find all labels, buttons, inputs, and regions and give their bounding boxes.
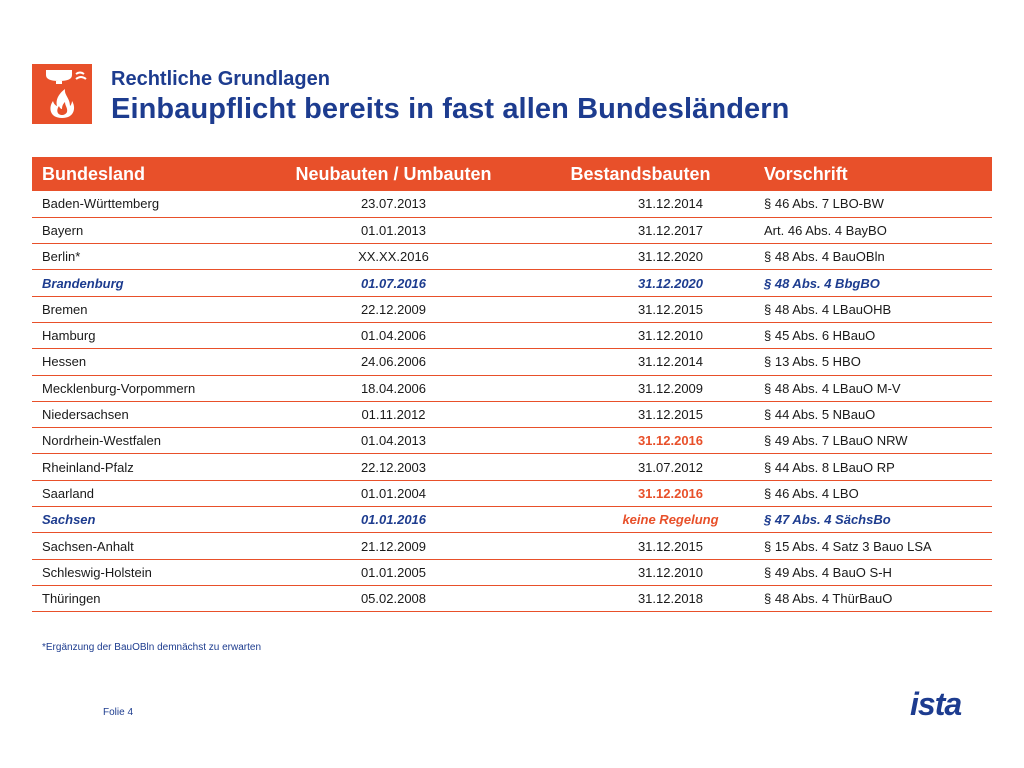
cell-vorschrift: § 44 Abs. 8 LBauO RP (764, 459, 895, 475)
table-header: Bundesland Neubauten / Umbauten Bestands… (32, 157, 992, 191)
cell-neubauten: 22.12.2003 (360, 459, 427, 475)
cell-vorschrift: § 49 Abs. 7 LBauO NRW (764, 433, 908, 449)
cell-bundesland: Sachsen (42, 512, 96, 528)
table-row: Schleswig-Holstein 01.01.2005 31.12.2010 § … (32, 559, 992, 586)
cell-neubauten: XX.XX.2016 (358, 249, 429, 265)
table-row: Hamburg 01.04.2006 31.12.2010 § 45 Abs. 6 H… (32, 322, 992, 349)
cell-vorschrift: § 15 Abs. 4 Satz 3 Bauo LSA (764, 538, 932, 554)
cell-bestandsbauten: keine Regelung (622, 512, 719, 528)
page-title: Einbaupflicht bereits in fast allen Bund… (111, 93, 790, 125)
footnote: *Ergänzung der BauOBln demnächst zu erwa… (42, 642, 262, 653)
cell-neubauten: 01.07.2016 (360, 275, 427, 291)
table-body: Baden-Württemberg 23.07.2013 31.12.2014 § 4… (32, 191, 992, 612)
table-row: Niedersachsen 01.11.2012 31.12.2015 § 44 Ab… (32, 401, 992, 428)
cell-bundesland: Nordrhein-Westfalen (42, 433, 161, 449)
cell-neubauten: 21.12.2009 (360, 538, 427, 554)
cell-bundesland: Brandenburg (42, 275, 124, 291)
cell-neubauten: 23.07.2013 (360, 196, 427, 212)
table-row: Sachsen-Anhalt 21.12.2009 31.12.2015 § 15 A… (32, 533, 992, 560)
cell-neubauten: 01.01.2016 (360, 512, 427, 528)
cell-vorschrift: § 48 Abs. 4 LBauOHB (764, 301, 892, 317)
cell-neubauten: 01.01.2013 (360, 222, 427, 238)
cell-bestandsbauten: 31.12.2016 (637, 433, 704, 449)
cell-bundesland: Schleswig-Holstein (42, 564, 152, 580)
cell-neubauten: 22.12.2009 (360, 301, 427, 317)
cell-neubauten: 24.06.2006 (360, 354, 427, 370)
column-header-neubauten: Neubauten / Umbauten (295, 163, 492, 184)
slide-number: Folie 4 (103, 707, 134, 718)
table-row: Hessen 24.06.2006 31.12.2014 § 13 Abs. 5 HB… (32, 349, 992, 376)
column-header-bundesland: Bundesland (42, 163, 146, 184)
cell-bestandsbauten: 31.12.2015 (637, 538, 704, 554)
smoke-detector-fire-icon (46, 70, 87, 118)
cell-bundesland: Mecklenburg-Vorpommern (42, 380, 196, 396)
cell-bestandsbauten: 31.12.2014 (637, 354, 704, 370)
table-row: Mecklenburg-Vorpommern 18.04.2006 31.12.20… (32, 375, 992, 402)
table-row: Bremen 22.12.2009 31.12.2015 § 48 Abs. 4 LB… (32, 296, 992, 323)
section-subtitle: Rechtliche Grundlagen (111, 68, 330, 90)
table-row: Baden-Württemberg 23.07.2013 31.12.2014 § 4… (32, 191, 992, 218)
cell-bestandsbauten: 31.12.2020 (637, 249, 704, 265)
header-logo (32, 64, 92, 124)
cell-bestandsbauten: 31.12.2010 (637, 564, 704, 580)
cell-vorschrift: § 44 Abs. 5 NBauO (764, 407, 876, 423)
cell-neubauten: 01.11.2012 (361, 407, 426, 423)
cell-bundesland: Hamburg (42, 328, 96, 344)
cell-bestandsbauten: 31.12.2015 (637, 301, 704, 317)
cell-neubauten: 01.01.2005 (360, 564, 427, 580)
cell-bestandsbauten: 31.12.2018 (637, 591, 704, 607)
cell-bundesland: Hessen (42, 354, 87, 370)
table-row: Thüringen 05.02.2008 31.12.2018 § 48 Abs. 4… (32, 585, 992, 612)
table-row: Bayern 01.01.2013 31.12.2017 Art. 46 Abs. 4… (32, 217, 992, 244)
cell-vorschrift: § 48 Abs. 4 LBauO M-V (764, 380, 901, 396)
cell-bundesland: Sachsen-Anhalt (42, 538, 134, 554)
cell-bestandsbauten: 31.12.2009 (637, 380, 704, 396)
cell-bestandsbauten: 31.07.2012 (637, 459, 704, 475)
cell-bundesland: Saarland (42, 485, 95, 501)
cell-neubauten: 01.01.2004 (360, 485, 427, 501)
cell-bestandsbauten: 31.12.2015 (637, 407, 704, 423)
cell-bundesland: Rheinland-Pfalz (42, 459, 134, 475)
column-header-bestandsbauten: Bestandsbauten (570, 163, 711, 184)
table-row: Brandenburg 01.07.2016 31.12.2020 § 48 Abs.… (32, 270, 992, 297)
brand-logo: ista (910, 686, 962, 722)
cell-bestandsbauten: 31.12.2016 (637, 485, 704, 501)
table-row: Saarland 01.01.2004 31.12.2016 § 46 Abs. 4 … (32, 480, 992, 507)
cell-bundesland: Berlin* (42, 249, 81, 265)
cell-vorschrift: Art. 46 Abs. 4 BayBO (764, 222, 887, 238)
column-header-vorschrift: Vorschrift (764, 163, 848, 184)
cell-bundesland: Bayern (42, 222, 84, 238)
table-row: Berlin* XX.XX.2016 31.12.2020 § 48 Abs. 4 B… (32, 244, 992, 270)
cell-vorschrift: § 49 Abs. 4 BauO S-H (764, 564, 892, 580)
table-row: Rheinland-Pfalz 22.12.2003 31.07.2012 § 44 … (32, 454, 992, 481)
cell-vorschrift: § 48 Abs. 4 BauOBln (764, 249, 885, 265)
cell-bundesland: Baden-Württemberg (42, 196, 160, 212)
cell-neubauten: 18.04.2006 (360, 380, 427, 396)
cell-bundesland: Niedersachsen (42, 407, 129, 423)
regulations-table: Bundesland Neubauten / Umbauten Bestands… (32, 157, 992, 612)
cell-neubauten: 05.02.2008 (360, 591, 427, 607)
cell-vorschrift: § 46 Abs. 7 LBO-BW (764, 196, 884, 212)
cell-bundesland: Bremen (42, 301, 88, 317)
table-row: Sachsen 01.01.2016 keine Regelung § 47 Abs.… (32, 507, 992, 533)
cell-neubauten: 01.04.2013 (360, 433, 427, 449)
cell-vorschrift: § 48 Abs. 4 BbgBO (764, 275, 880, 291)
cell-vorschrift: § 48 Abs. 4 ThürBauO (764, 591, 893, 607)
cell-bundesland: Thüringen (42, 591, 101, 607)
cell-vorschrift: § 46 Abs. 4 LBO (764, 485, 859, 501)
cell-vorschrift: § 13 Abs. 5 HBO (764, 354, 861, 370)
cell-neubauten: 01.04.2006 (360, 328, 427, 344)
cell-vorschrift: § 47 Abs. 4 SächsBo (764, 512, 891, 528)
cell-bestandsbauten: 31.12.2020 (637, 275, 704, 291)
cell-bestandsbauten: 31.12.2017 (637, 222, 704, 238)
cell-bestandsbauten: 31.12.2014 (637, 196, 704, 212)
cell-vorschrift: § 45 Abs. 6 HBauO (764, 328, 876, 344)
cell-bestandsbauten: 31.12.2010 (637, 328, 704, 344)
table-row: Nordrhein-Westfalen 01.04.2013 31.12.2016 §… (32, 428, 992, 454)
